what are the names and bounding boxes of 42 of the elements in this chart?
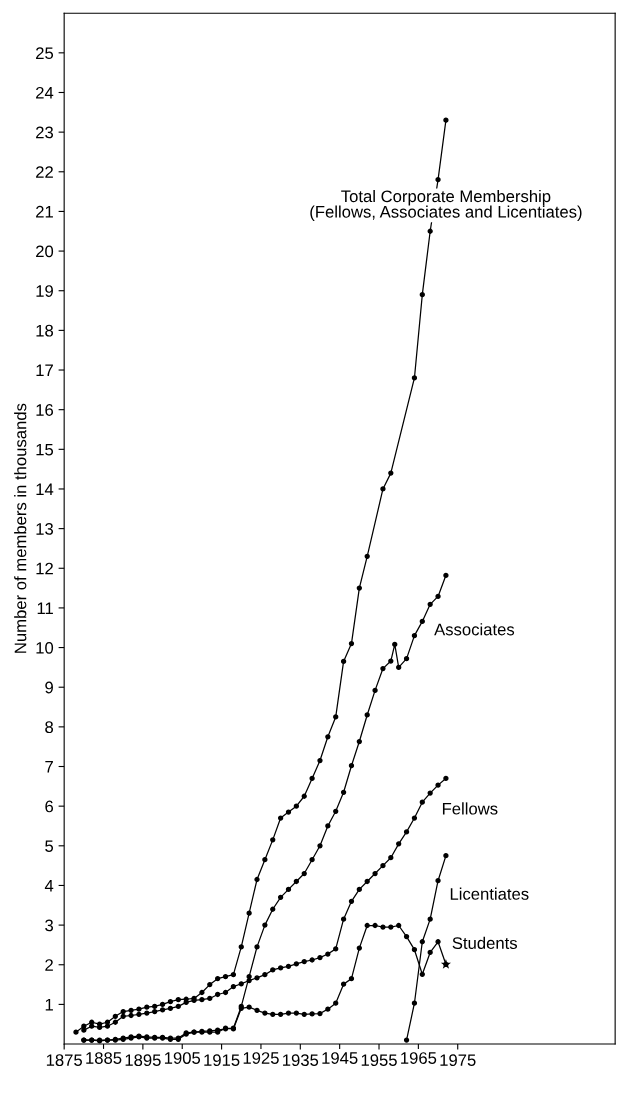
y-tick-label: 11 [37,602,53,614]
x-tick-label: 1935 [283,1054,319,1067]
x-tick-label: 1905 [164,1052,201,1064]
y-tick-label: 4 [44,880,54,892]
y-tick-label: 9 [45,681,53,694]
series-label: Total Corporate Membership (Fellows, Associates and Licentiates) [310,189,582,222]
y-tick-label: 1 [45,998,53,1011]
y-tick-label: 7 [45,761,53,773]
y-tick-label: 21 [36,205,53,218]
y-tick-label: 20 [36,245,54,258]
y-tick-label: 5 [45,840,54,853]
x-tick-label: 1875 [46,1054,83,1067]
y-axis-title: Number of members in thousands [14,403,27,653]
x-tick-label: 1975 [440,1054,476,1067]
y-tick-label: 24 [36,86,54,99]
x-tick-label: 1965 [401,1052,437,1064]
y-tick-label: 23 [36,126,54,139]
y-tick-label: 16 [36,404,54,416]
y-tick-label: 6 [45,800,54,813]
y-tick-label: 13 [36,523,54,535]
y-tick-label: 17 [36,364,53,377]
series-label: Licentiates [450,887,529,900]
y-tick-label: 8 [45,721,54,734]
y-tick-label: 14 [36,483,54,496]
series-label: Associates [434,623,515,636]
x-tick-label: 1895 [125,1054,161,1067]
y-tick-label: 22 [36,166,53,178]
y-tick-label: 18 [36,324,54,337]
y-tick-label: 10 [36,641,54,654]
y-tick-label: 25 [36,47,54,60]
y-tick-label: 15 [36,443,54,456]
series-label: Students [452,936,518,950]
x-tick-label: 1945 [322,1052,358,1064]
y-tick-label: 12 [36,562,53,575]
y-tick-label: 3 [45,919,54,932]
y-tick-label: 2 [45,959,53,971]
x-tick-label: 1955 [361,1054,397,1067]
series-label: Fellows [442,802,498,815]
x-tick-label: 1925 [243,1052,279,1064]
x-tick-label: 1915 [204,1054,240,1067]
x-tick-label: 1885 [86,1052,122,1064]
y-tick-label: 19 [36,285,53,297]
